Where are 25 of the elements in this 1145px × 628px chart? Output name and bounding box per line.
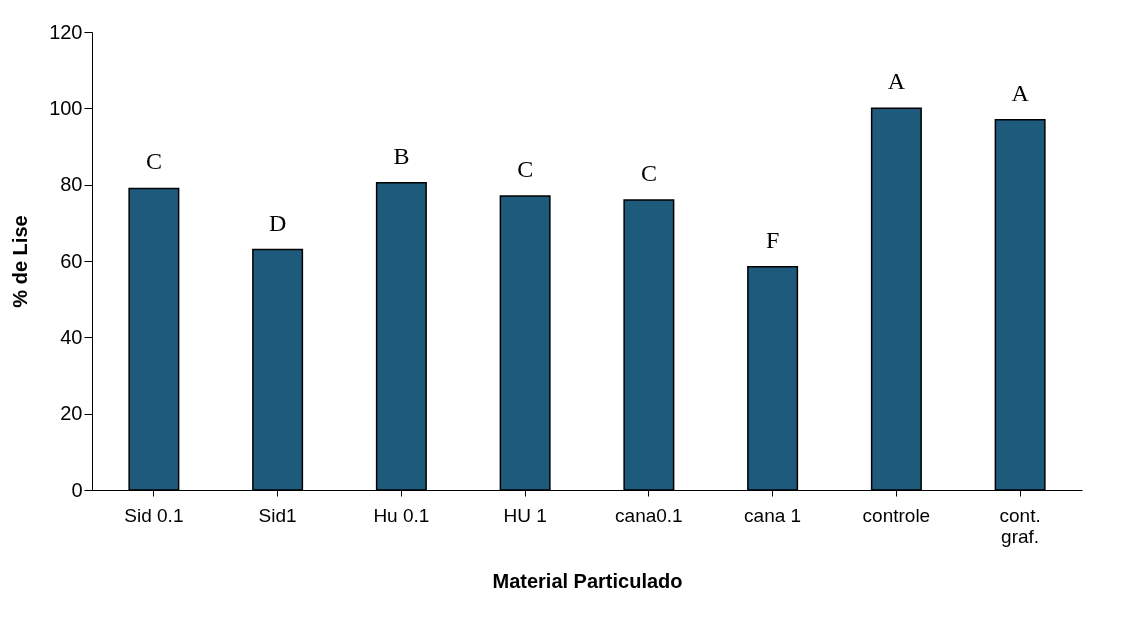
- y-tick-label: 100: [49, 96, 83, 119]
- annotation: C: [640, 159, 657, 186]
- x-tick-label: HU 1: [503, 504, 547, 526]
- y-tick-label: 120: [49, 20, 83, 43]
- annotation: B: [393, 142, 410, 169]
- annotation: A: [1011, 79, 1030, 106]
- y-axis-title: % de Lise: [9, 215, 32, 308]
- x-tick-label: cont. graf.: [999, 504, 1041, 547]
- x-tick-label: Sid 0.1: [124, 504, 184, 526]
- annotation: A: [887, 68, 906, 95]
- annotation: F: [765, 226, 780, 253]
- y-tick-label: 80: [60, 173, 83, 196]
- x-tick-label: cana 1: [744, 504, 802, 526]
- y-tick-label: 0: [71, 478, 83, 501]
- x-tick-label: Sid1: [258, 504, 297, 526]
- annotation: C: [517, 156, 534, 183]
- y-tick-label: 20: [60, 402, 83, 425]
- x-tick-label: cana0.1: [615, 504, 683, 526]
- annotation: C: [145, 148, 162, 175]
- y-tick-label: 60: [60, 249, 83, 272]
- x-tick-label: Hu 0.1: [373, 504, 430, 526]
- annotation: D: [268, 209, 287, 236]
- x-axis-title: Material Particulado: [492, 569, 683, 592]
- x-tick-label: controle: [862, 504, 931, 526]
- y-tick-label: 40: [60, 325, 83, 348]
